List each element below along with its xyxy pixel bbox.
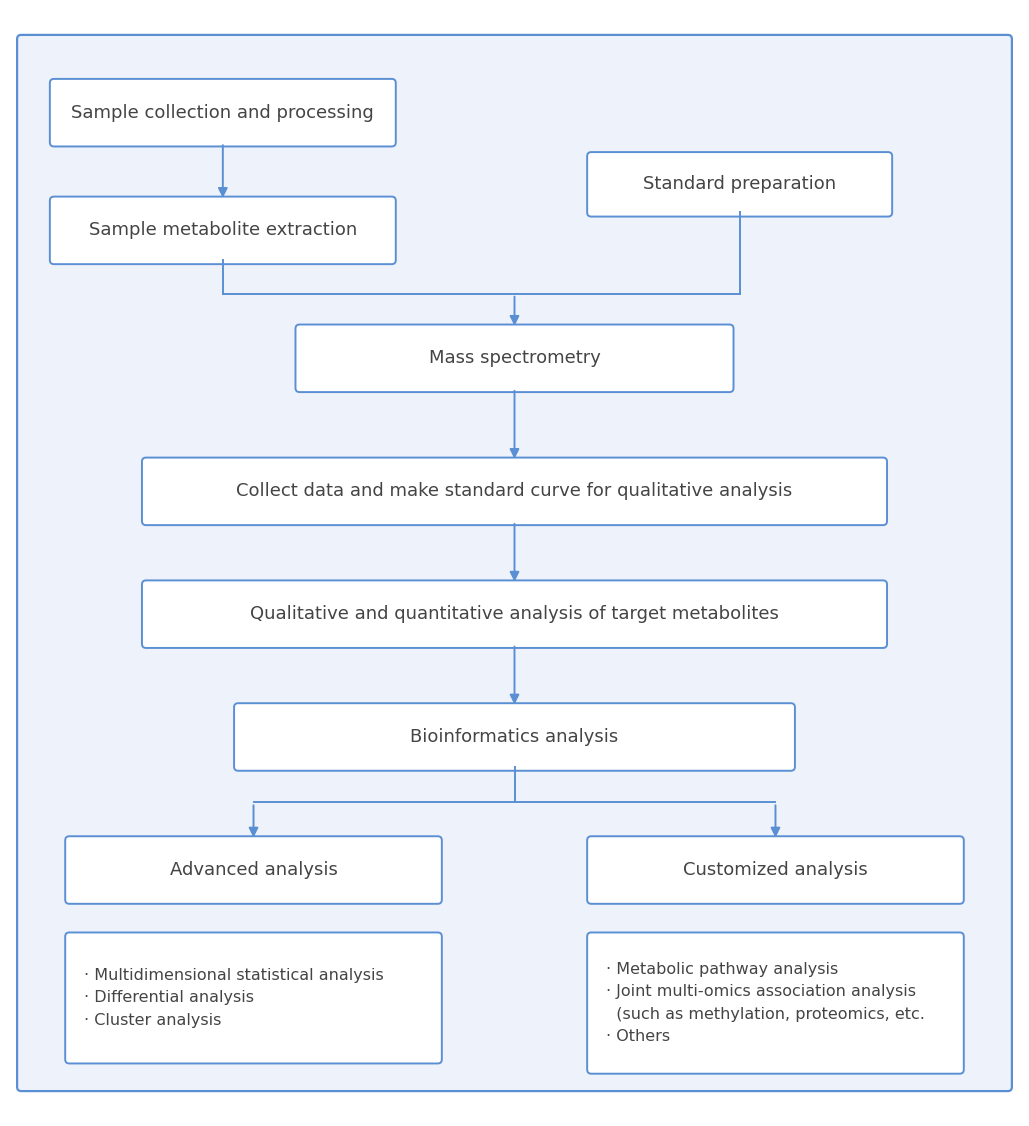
- FancyBboxPatch shape: [234, 704, 795, 771]
- Text: Customized analysis: Customized analysis: [683, 861, 867, 879]
- Text: Mass spectrometry: Mass spectrometry: [428, 349, 601, 367]
- FancyBboxPatch shape: [49, 197, 396, 265]
- FancyBboxPatch shape: [588, 152, 892, 216]
- Text: Sample metabolite extraction: Sample metabolite extraction: [88, 222, 357, 240]
- Text: · Multidimensional statistical analysis
· Differential analysis
· Cluster analys: · Multidimensional statistical analysis …: [83, 968, 384, 1028]
- Text: · Metabolic pathway analysis
· Joint multi-omics association analysis
  (such as: · Metabolic pathway analysis · Joint mul…: [606, 963, 924, 1044]
- FancyBboxPatch shape: [65, 837, 441, 904]
- Text: Collect data and make standard curve for qualitative analysis: Collect data and make standard curve for…: [237, 482, 792, 500]
- FancyBboxPatch shape: [588, 932, 964, 1074]
- FancyBboxPatch shape: [17, 35, 1012, 1091]
- Text: Standard preparation: Standard preparation: [643, 176, 837, 194]
- FancyBboxPatch shape: [588, 837, 964, 904]
- Text: Qualitative and quantitative analysis of target metabolites: Qualitative and quantitative analysis of…: [250, 605, 779, 623]
- Text: Sample collection and processing: Sample collection and processing: [71, 104, 375, 122]
- FancyBboxPatch shape: [142, 580, 887, 647]
- FancyBboxPatch shape: [65, 932, 441, 1063]
- FancyBboxPatch shape: [49, 79, 396, 146]
- Text: Bioinformatics analysis: Bioinformatics analysis: [411, 729, 618, 747]
- FancyBboxPatch shape: [295, 324, 734, 392]
- Text: Advanced analysis: Advanced analysis: [170, 861, 338, 879]
- FancyBboxPatch shape: [142, 457, 887, 525]
